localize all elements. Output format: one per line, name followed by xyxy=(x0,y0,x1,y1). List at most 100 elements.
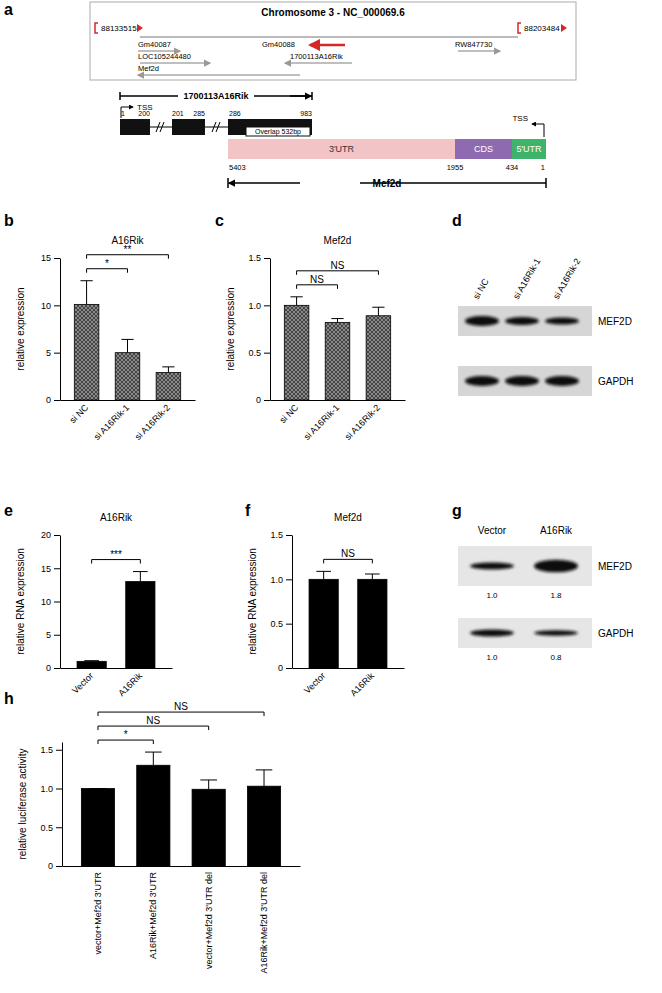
bar xyxy=(309,579,338,668)
y-tick: 0.5 xyxy=(40,823,62,833)
gene-label: 1700113A16Rik xyxy=(290,52,343,61)
bar xyxy=(81,789,114,867)
y-tick-label: 1.0 xyxy=(270,575,283,585)
x-tick: A16Rik xyxy=(116,670,144,698)
x-tick: vector+Mef2d 3'UTR xyxy=(93,872,103,955)
western-blot: VectorA16RikMEF2D1.01.8GAPDH1.00.8 xyxy=(458,525,634,662)
y-tick: 0 xyxy=(48,861,62,871)
mrna-name: Mef2d xyxy=(373,178,402,189)
y-tick-label: 15 xyxy=(41,253,51,263)
significance-bracket xyxy=(324,559,373,563)
region-label: CDS xyxy=(474,144,493,154)
y-tick-label: 0 xyxy=(46,395,51,405)
y-tick-mark xyxy=(54,535,60,536)
range-bracket xyxy=(518,23,521,33)
break-mark xyxy=(212,122,220,132)
lane-label: Vector xyxy=(478,525,507,536)
x-tick-label: si A16Rik-2 xyxy=(133,403,172,442)
blot-band xyxy=(465,376,499,386)
y-tick: 1.5 xyxy=(270,530,292,540)
bar xyxy=(325,322,350,400)
significance-label: NS xyxy=(310,274,324,285)
x-axis-line xyxy=(271,400,406,401)
x-axis-line xyxy=(61,400,196,401)
y-tick: 0 xyxy=(46,395,60,405)
x-axis: Vector A16Rik xyxy=(61,669,173,699)
gene-label: RW847730 xyxy=(455,40,492,49)
error-bar xyxy=(256,770,273,786)
y-tick-mark xyxy=(56,866,62,867)
y-tick: 1.5 xyxy=(248,253,270,263)
significance-bracket xyxy=(297,271,379,275)
blot-membrane xyxy=(458,306,592,336)
exon-bound: 201 xyxy=(172,110,184,117)
gene-arrow xyxy=(310,44,345,47)
gene-arrow xyxy=(458,50,500,52)
y-tick-label: 0 xyxy=(48,861,53,871)
x-tick: si A16Rik-1 xyxy=(302,403,341,442)
significance-label: NS xyxy=(341,548,355,559)
panel-label: f xyxy=(245,502,251,519)
lane-label: si A16Rik-2 xyxy=(551,257,582,301)
x-axis-line xyxy=(63,866,301,867)
panel-label: a xyxy=(4,1,13,18)
y-tick-label: 1.5 xyxy=(270,530,283,540)
panel-a: Chromosome 3 - NC_000069.688133515882034… xyxy=(90,2,576,189)
x-tick: Vector xyxy=(70,671,95,696)
x-tick-label: si NC xyxy=(278,402,301,425)
significance-bracket xyxy=(92,560,141,564)
y-tick: 0.5 xyxy=(248,348,270,358)
quantification-label: 1.0 xyxy=(486,591,498,600)
y-tick-mark xyxy=(54,602,60,603)
x-tick-label: si A16Rik-1 xyxy=(92,403,131,442)
y-axis-title: relative expression xyxy=(15,287,26,370)
transcript-region xyxy=(455,139,512,159)
y-tick-label: 20 xyxy=(41,530,51,540)
significance-label: ** xyxy=(124,244,132,255)
x-tick-label: vector+Mef2d 3'UTR del xyxy=(204,872,214,969)
significance-bracket xyxy=(98,740,153,744)
bar xyxy=(126,582,155,668)
y-tick-label: 1.5 xyxy=(248,253,261,263)
bar xyxy=(137,765,170,866)
panel-label: g xyxy=(452,502,462,519)
y-tick-label: 0.5 xyxy=(270,619,283,629)
y-tick-label: 0 xyxy=(46,663,51,673)
blot-band xyxy=(470,630,514,637)
tss-label: TSS xyxy=(512,114,528,123)
blot-band xyxy=(534,560,578,573)
row-label: GAPDH xyxy=(598,628,634,639)
chart: 00.51.01.5vector+Mef2d 3'UTRA16Rik+Mef2d… xyxy=(17,701,301,973)
y-axis-title: relative expression xyxy=(225,287,236,370)
blot-membrane xyxy=(458,546,592,586)
error-bar xyxy=(84,660,99,662)
error-bar xyxy=(80,281,92,305)
y-tick: 10 xyxy=(41,597,60,607)
y-tick-mark xyxy=(54,668,60,669)
y-tick-mark xyxy=(286,624,292,625)
y-tick: 5 xyxy=(46,348,60,358)
y-tick: 1.0 xyxy=(270,575,292,585)
x-tick-label: A16Rik xyxy=(348,670,376,698)
y-tick-mark xyxy=(264,400,270,401)
y-tick-mark xyxy=(286,668,292,669)
x-tick: si NC xyxy=(278,402,301,425)
error-bar xyxy=(200,780,217,789)
x-axis: si NCsi A16Rik-1si A16Rik-2 xyxy=(61,401,196,442)
lncrna-name: 1700113A16Rik xyxy=(183,91,249,101)
panel-label: d xyxy=(452,212,462,229)
break-mark xyxy=(156,122,164,132)
chromosome-line xyxy=(140,37,518,38)
exon-bound: 983 xyxy=(300,110,312,117)
panel-label: b xyxy=(4,212,14,229)
error-bar xyxy=(145,752,162,765)
chart: 051015si NCsi A16Rik-1si A16Rik-2A16Rikr… xyxy=(15,235,196,442)
y-tick-mark xyxy=(54,258,60,259)
gene-label: Gm40088 xyxy=(262,40,295,49)
x-tick-label: A16Rik+Mef2d 3'UTR xyxy=(148,872,158,960)
plot-area xyxy=(81,752,280,866)
error-bar xyxy=(133,572,148,582)
y-tick: 0 xyxy=(46,663,60,673)
y-tick-mark xyxy=(54,568,60,569)
bar xyxy=(115,353,140,400)
